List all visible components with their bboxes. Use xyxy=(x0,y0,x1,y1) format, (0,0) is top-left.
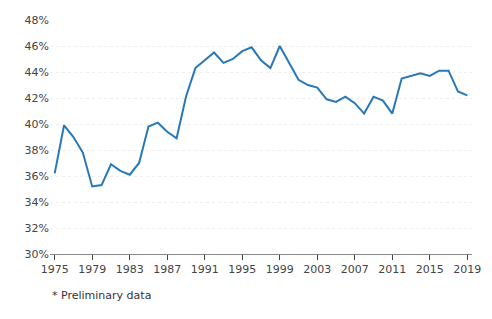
svg-text:34%: 34% xyxy=(25,196,49,209)
svg-text:2011: 2011 xyxy=(378,263,406,276)
svg-text:2019: 2019 xyxy=(453,263,481,276)
svg-text:36%: 36% xyxy=(25,170,49,183)
svg-text:2015: 2015 xyxy=(416,263,444,276)
svg-text:30%: 30% xyxy=(25,248,49,261)
svg-text:40%: 40% xyxy=(25,118,49,131)
svg-text:1995: 1995 xyxy=(228,263,256,276)
svg-text:1979: 1979 xyxy=(78,263,106,276)
svg-text:42%: 42% xyxy=(25,92,49,105)
svg-text:1991: 1991 xyxy=(191,263,219,276)
svg-text:1975: 1975 xyxy=(41,263,69,276)
svg-text:* Preliminary data: * Preliminary data xyxy=(52,289,151,302)
svg-text:1987: 1987 xyxy=(153,263,181,276)
svg-text:1983: 1983 xyxy=(116,263,144,276)
svg-text:2003: 2003 xyxy=(303,263,331,276)
svg-text:38%: 38% xyxy=(25,144,49,157)
svg-text:48%: 48% xyxy=(25,14,49,27)
svg-text:1999: 1999 xyxy=(266,263,294,276)
svg-text:2007: 2007 xyxy=(341,263,369,276)
svg-text:44%: 44% xyxy=(25,66,49,79)
svg-text:46%: 46% xyxy=(25,40,49,53)
svg-text:32%: 32% xyxy=(25,222,49,235)
